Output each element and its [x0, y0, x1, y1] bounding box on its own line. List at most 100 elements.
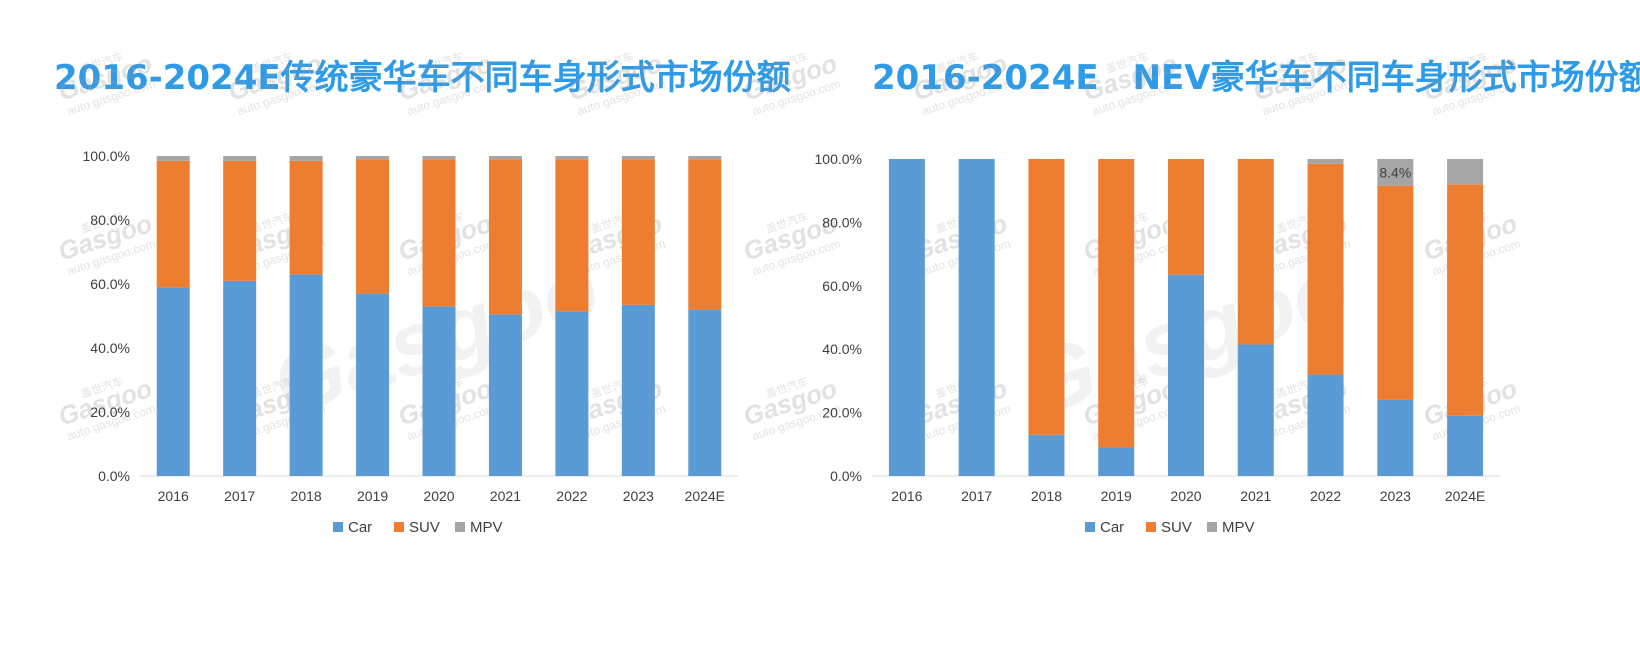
left-bar-car-2019 [356, 293, 390, 476]
left-bar-car-2024E [688, 309, 722, 476]
left-bar-suv-2016 [156, 160, 190, 288]
left-legend-label-suv: SUV [409, 519, 440, 536]
left-bar-car-2023 [621, 304, 655, 476]
right-bar-suv-2022 [1307, 163, 1344, 375]
right-y-tick-label: 40.0% [822, 341, 862, 357]
right-bar-suv-2023 [1377, 185, 1414, 400]
left-y-tick-label: 40.0% [90, 340, 130, 356]
right-x-tick-label: 2023 [1380, 488, 1411, 504]
right-bar-suv-2020 [1168, 159, 1204, 275]
right-x-tick-label: 2017 [961, 488, 992, 504]
left-x-tick-label: 2019 [357, 488, 388, 504]
left-x-tick-label: 2023 [623, 488, 654, 504]
left-bar-suv-2020 [422, 159, 456, 307]
left-x-tick-label: 2018 [291, 488, 322, 504]
right-bar-suv-2021 [1237, 159, 1274, 345]
right-bar-car-2016 [888, 159, 925, 476]
right-x-tick-label: 2024E [1445, 488, 1485, 504]
right-y-tick-label: 60.0% [822, 278, 862, 294]
left-bar-suv-2024E [688, 159, 722, 310]
left-bar-mpv-2024E [688, 156, 722, 160]
right-x-tick-label: 2018 [1031, 488, 1062, 504]
right-bar-suv-2019 [1098, 159, 1135, 448]
left-bar-mpv-2017 [223, 156, 257, 161]
right-y-tick-label: 0.0% [830, 468, 862, 484]
right-bar-car-2023 [1377, 399, 1414, 476]
left-x-tick-label: 2021 [490, 488, 521, 504]
left-bar-suv-2017 [223, 160, 257, 281]
right-bar-car-2020 [1168, 274, 1204, 476]
right-legend-swatch-suv [1146, 522, 1156, 532]
left-legend-swatch-suv [394, 522, 404, 532]
left-bar-mpv-2022 [555, 156, 589, 160]
left-bar-mpv-2018 [289, 156, 323, 161]
left-legend-swatch-car [333, 522, 343, 532]
right-y-tick-label: 20.0% [822, 405, 862, 421]
left-legend-swatch-mpv [455, 522, 465, 532]
left-x-tick-label: 2022 [556, 488, 587, 504]
right-x-tick-label: 2016 [891, 488, 922, 504]
right-data-label: 8.4% [1379, 164, 1411, 180]
left-bar-car-2020 [422, 306, 456, 476]
right-legend-swatch-car [1085, 522, 1095, 532]
left-y-tick-label: 100.0% [83, 148, 130, 164]
left-chart-title: 2016-2024E传统豪华车不同车身形式市场份额 [54, 58, 791, 98]
left-bar-mpv-2019 [356, 156, 390, 160]
left-y-tick-label: 60.0% [90, 276, 130, 292]
right-chart-title: 2016-2024E NEV豪华车不同车身形式市场份额 [872, 58, 1640, 98]
left-x-tick-label: 2024E [685, 488, 725, 504]
left-legend-label-car: Car [348, 519, 372, 536]
left-legend-label-mpv: MPV [470, 519, 503, 536]
left-x-tick-label: 2017 [224, 488, 255, 504]
right-bar-suv-2018 [1028, 159, 1065, 435]
right-bar-mpv-2024E [1447, 159, 1484, 185]
left-y-tick-label: 80.0% [90, 212, 130, 228]
left-bar-car-2018 [289, 274, 323, 476]
left-bar-suv-2021 [488, 159, 522, 315]
right-bar-mpv-2022 [1307, 159, 1344, 164]
right-y-tick-label: 100.0% [815, 151, 862, 167]
left-bar-car-2016 [156, 287, 190, 476]
left-y-tick-label: 20.0% [90, 404, 130, 420]
left-bar-mpv-2023 [621, 156, 655, 160]
left-bar-car-2022 [555, 311, 589, 476]
right-stacked-bar-chart: 0.0% 20.0% 40.0% 60.0% 80.0% 100.0% 2016 2017 20… [815, 151, 1500, 536]
right-bar-car-2019 [1098, 447, 1135, 476]
left-y-tick-label: 0.0% [98, 468, 130, 484]
right-legend-label-mpv: MPV [1222, 519, 1255, 536]
right-bar-mpv-2023 [1377, 159, 1414, 186]
right-bar-car-2018 [1028, 434, 1065, 476]
right-bar-car-2022 [1307, 374, 1344, 476]
right-y-tick-label: 80.0% [822, 214, 862, 230]
right-legend-label-suv: SUV [1161, 519, 1192, 536]
left-bar-suv-2018 [289, 160, 323, 275]
right-x-tick-label: 2020 [1170, 488, 1201, 504]
left-bar-suv-2023 [621, 159, 655, 305]
left-bar-mpv-2020 [422, 156, 456, 160]
left-bar-suv-2019 [356, 159, 390, 294]
left-bar-car-2021 [488, 314, 522, 476]
right-legend-label-car: Car [1100, 519, 1124, 536]
right-bar-car-2024E [1447, 415, 1484, 476]
left-bar-mpv-2021 [488, 156, 522, 160]
left-bar-mpv-2016 [156, 156, 190, 161]
left-x-tick-label: 2016 [158, 488, 189, 504]
right-legend-swatch-mpv [1207, 522, 1217, 532]
left-x-tick-label: 2020 [423, 488, 454, 504]
left-stacked-bar-chart: 0.0% 20.0% 40.0% 60.0% 80.0% 100.0% 2016 2017 20… [83, 148, 738, 536]
right-x-tick-label: 2022 [1310, 488, 1341, 504]
right-bar-car-2021 [1237, 344, 1274, 476]
right-bar-car-2017 [958, 159, 995, 476]
left-bar-suv-2022 [555, 159, 589, 312]
